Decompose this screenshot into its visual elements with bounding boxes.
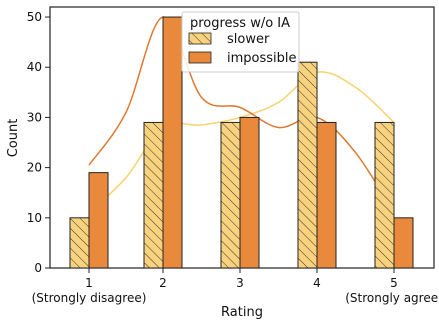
- x-tick-label: 1: [85, 276, 93, 290]
- legend-label-impossible: impossible: [227, 51, 297, 66]
- bar-impossible-5: [393, 217, 414, 269]
- bar-impossible-3: [239, 116, 260, 269]
- axes: 0 10 20 30 40 50 1(Strongly disagree) 2 3 4 5(Stro…: [27, 10, 439, 305]
- legend-swatch-slower: [188, 32, 212, 45]
- x-tick-label: 4: [313, 276, 321, 290]
- y-tick-label: 0: [34, 261, 42, 275]
- x-tick-label: 5: [390, 276, 398, 290]
- x-tick-label: 2: [159, 276, 167, 290]
- bar-slower-5: [374, 121, 395, 269]
- y-tick-label: 50: [27, 10, 42, 24]
- bar-impossible-2: [162, 16, 183, 269]
- y-tick-label: 10: [27, 211, 42, 225]
- y-tick-label: 20: [27, 161, 42, 175]
- legend-swatch-impossible: [188, 51, 212, 64]
- bar-slower-4: [297, 61, 318, 269]
- y-axis-label: Count: [6, 119, 21, 158]
- density-curve-impossible: [88, 16, 395, 214]
- y-tick-label: 40: [27, 60, 42, 74]
- y-tick-label: 30: [27, 110, 42, 124]
- bar-impossible-4: [316, 121, 337, 269]
- legend-title: progress w/o IA: [190, 16, 290, 31]
- bars: [69, 16, 414, 269]
- legend-label-slower: slower: [227, 32, 270, 47]
- bar-slower-1: [69, 217, 90, 269]
- legend: progress w/o IA slower impossible: [181, 11, 300, 73]
- bar-impossible-1: [88, 172, 109, 269]
- x-tick-sublabel: (Strongly disagree): [32, 291, 147, 305]
- x-tick-label: 3: [236, 276, 244, 290]
- x-axis-label: Rating: [221, 305, 263, 320]
- x-tick-sublabel: (Strongly agree): [345, 291, 439, 305]
- bar-slower-3: [220, 121, 241, 269]
- bar-slower-2: [143, 121, 164, 269]
